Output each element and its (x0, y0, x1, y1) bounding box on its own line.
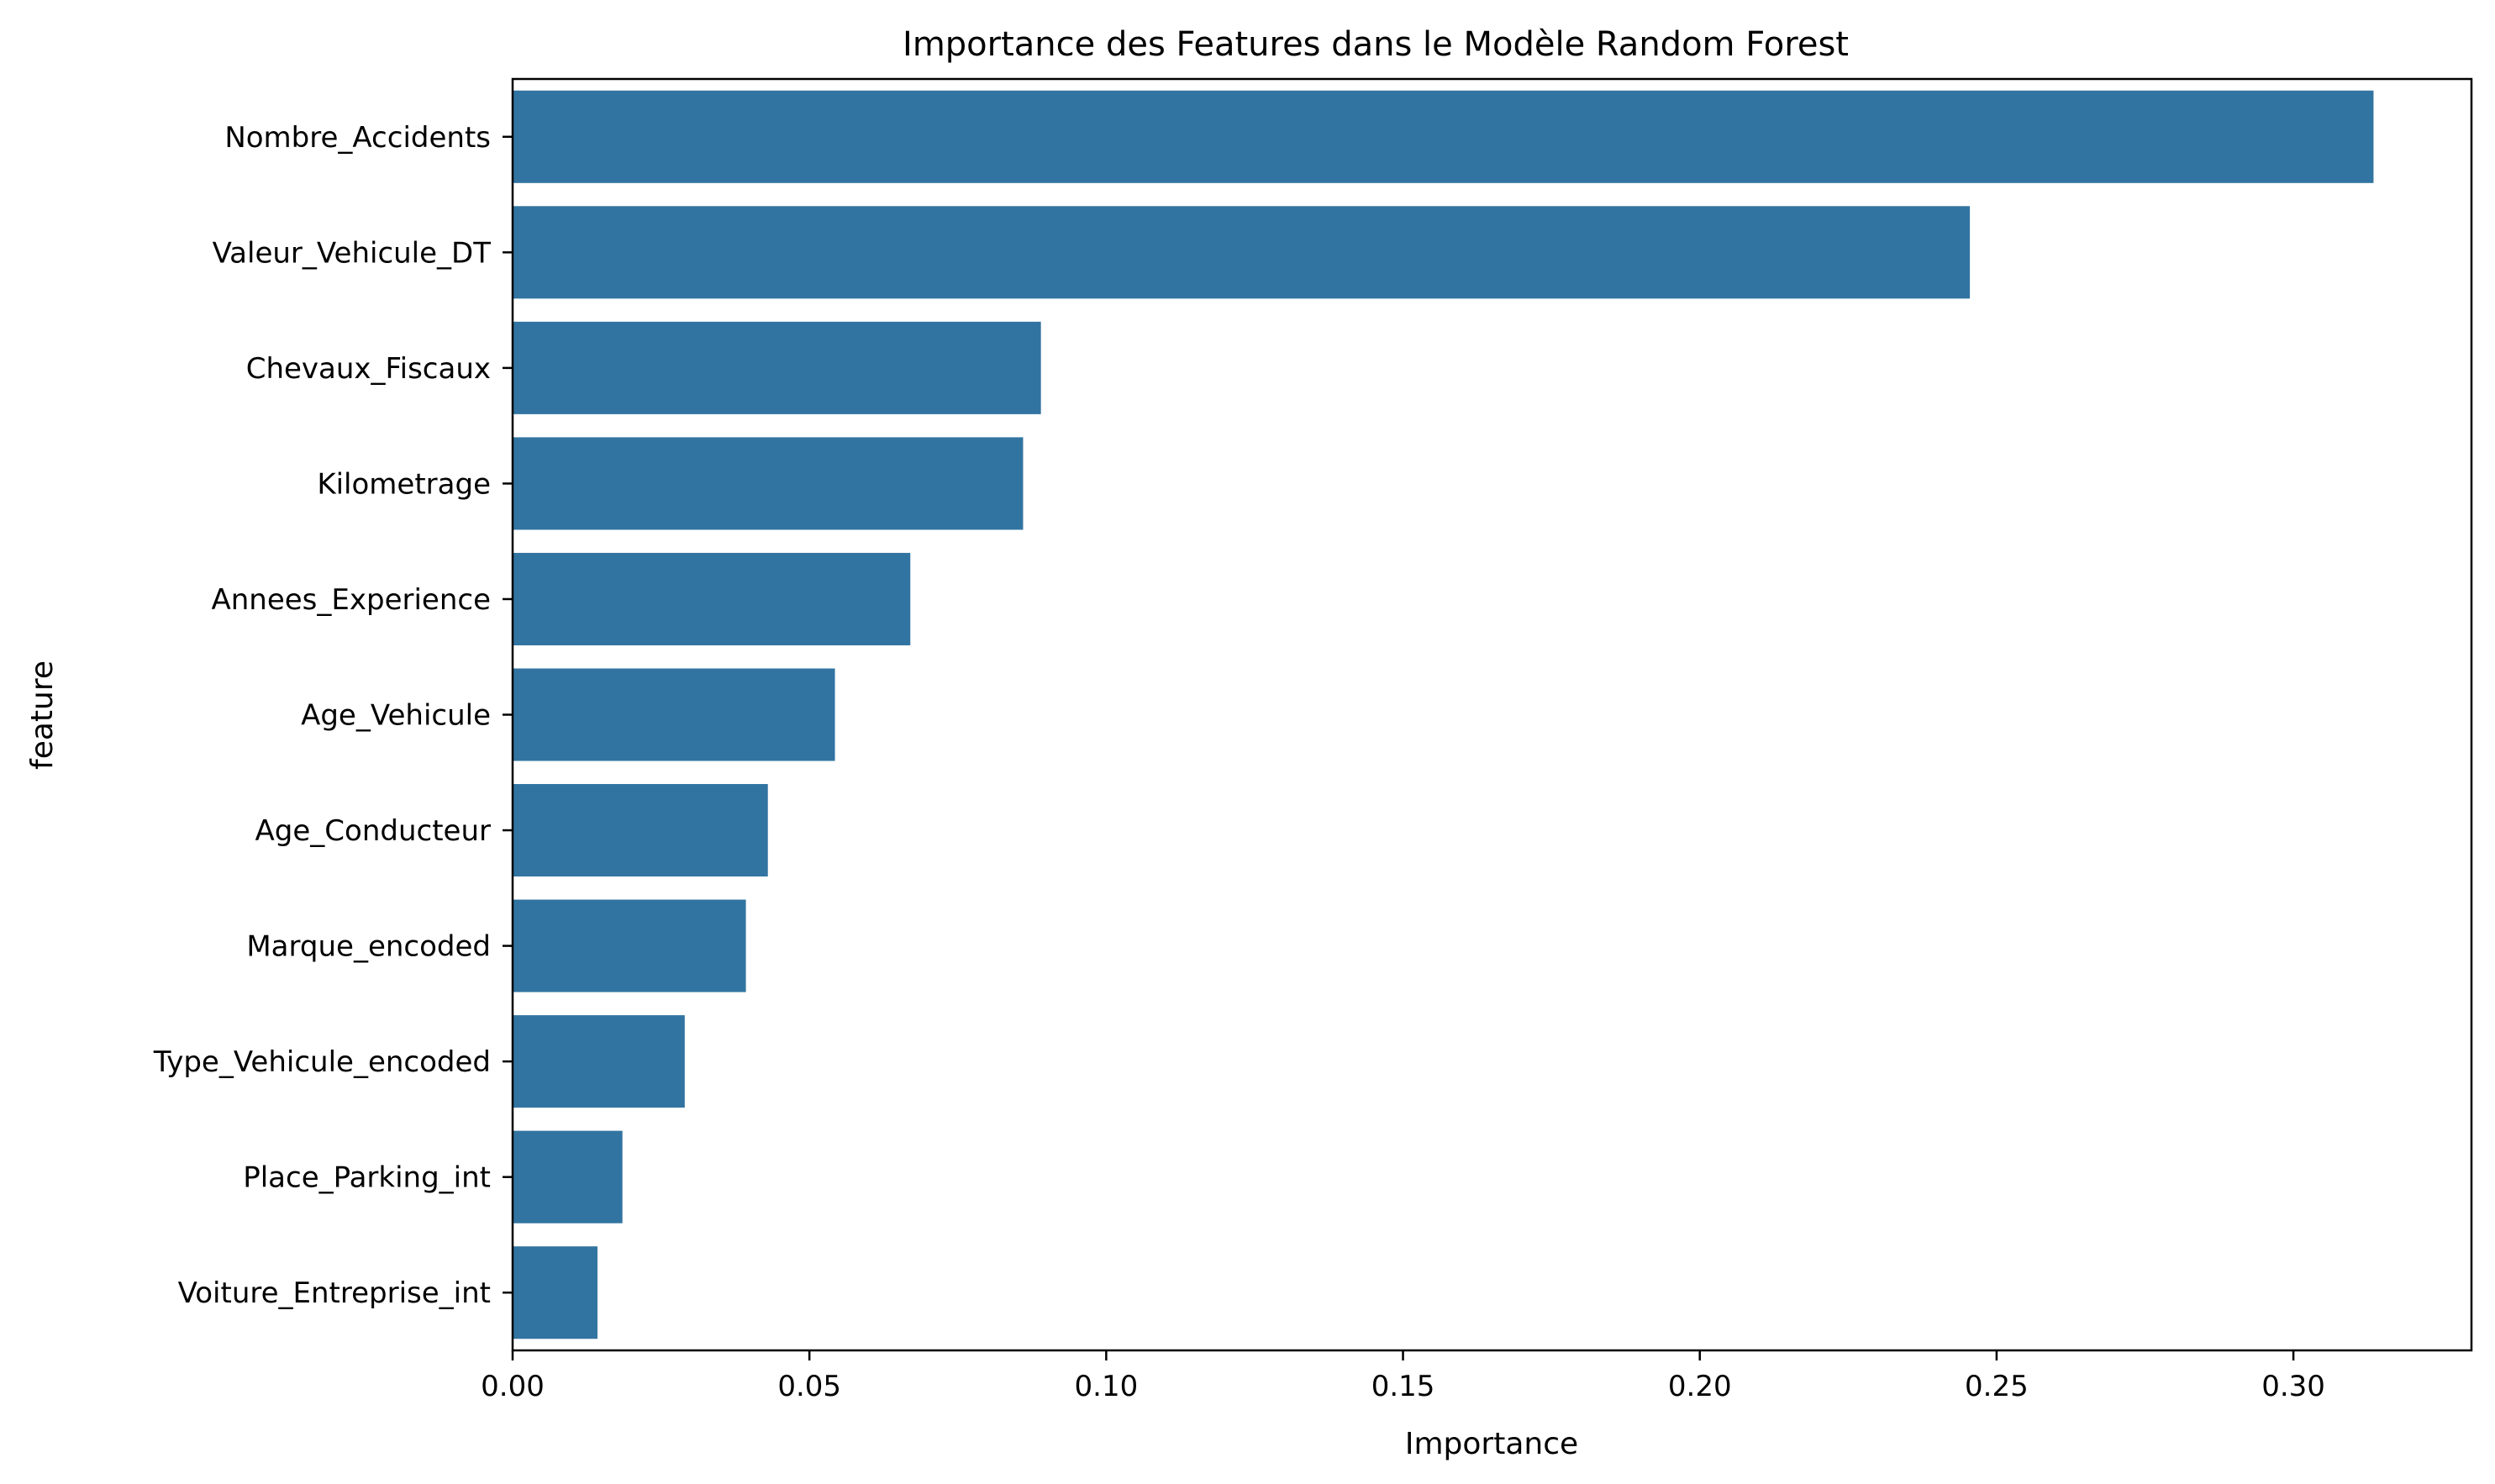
y-tick-label: Voiture_Entreprise_int (178, 1276, 491, 1310)
bar-annees-experience (513, 552, 911, 645)
y-tick-label: Marque_encoded (246, 930, 491, 964)
x-axis-label: Importance (1405, 1427, 1578, 1461)
x-tick-label: 0.10 (1075, 1370, 1139, 1403)
x-axis-ticks: 0.00 0.05 0.10 0.15 0.20 0.25 0.30 (481, 1350, 2325, 1403)
x-tick-label: 0.20 (1668, 1370, 1732, 1403)
x-tick-label: 0.30 (2261, 1370, 2325, 1403)
bar-age-vehicule (513, 668, 835, 761)
chart-title: Importance des Features dans le Modèle R… (903, 25, 1849, 64)
y-tick-label: Chevaux_Fiscaux (246, 352, 491, 386)
bar-kilometrage (513, 437, 1024, 530)
y-tick-label: Annees_Experience (211, 583, 491, 617)
bars-group (513, 90, 2374, 1339)
bar-marque-encoded (513, 899, 746, 992)
plot-frame (511, 77, 2473, 1352)
bar-place-parking-int (513, 1130, 623, 1224)
x-tick-label: 0.00 (481, 1370, 545, 1403)
y-axis-ticks: Nombre_Accidents Valeur_Vehicule_DT Chevau… (153, 121, 513, 1310)
y-tick-label: Kilometrage (317, 467, 491, 501)
y-tick-label: Age_Vehicule (301, 699, 491, 733)
bar-chevaux-fiscaux (513, 321, 1041, 414)
x-tick-label: 0.15 (1371, 1370, 1435, 1403)
y-axis-label: feature (25, 660, 60, 770)
bar-nombre-accidents (513, 90, 2374, 183)
bar-voiture-entreprise-int (513, 1246, 598, 1339)
y-tick-label: Nombre_Accidents (224, 121, 491, 155)
bar-type-vehicule-encoded (513, 1015, 685, 1108)
bar-age-conducteur (513, 784, 768, 877)
y-tick-label: Place_Parking_int (243, 1161, 491, 1195)
y-tick-label: Type_Vehicule_encoded (153, 1045, 491, 1079)
bar-valeur-vehicule-dt (513, 206, 1971, 299)
x-tick-label: 0.05 (777, 1370, 841, 1403)
y-tick-label: Valeur_Vehicule_DT (213, 236, 492, 270)
y-tick-label: Age_Conducteur (255, 814, 491, 848)
x-tick-label: 0.25 (1965, 1370, 2029, 1403)
